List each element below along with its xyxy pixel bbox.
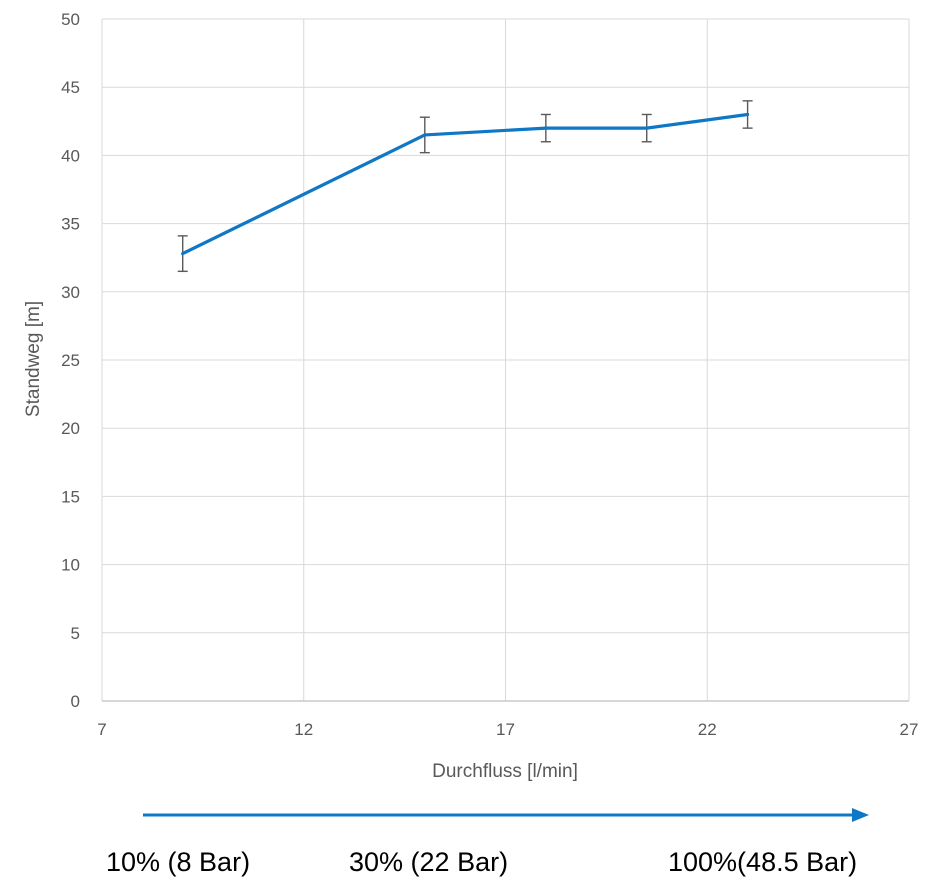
- data-point: [181, 252, 185, 256]
- series: [177, 100, 753, 273]
- progress-arrow: [143, 808, 869, 822]
- y-tick-label: 5: [71, 624, 80, 643]
- y-tick-label: 0: [71, 692, 80, 711]
- data-point: [746, 112, 750, 117]
- x-tick-label: 27: [900, 720, 919, 739]
- x-axis-title: Durchfluss [l/min]: [432, 761, 578, 782]
- y-tick-label: 30: [61, 283, 80, 302]
- pressure-note-3: 100%(48.5 Bar): [668, 847, 858, 877]
- series-line: [181, 112, 748, 256]
- data-point: [423, 133, 427, 137]
- y-tick-label: 40: [61, 146, 80, 165]
- y-tick-label: 15: [61, 487, 80, 506]
- arrow-head: [852, 808, 869, 822]
- y-tick-label: 25: [61, 351, 80, 370]
- data-point: [645, 126, 649, 130]
- y-tick-label: 50: [61, 10, 80, 29]
- x-tick-label: 7: [97, 720, 106, 739]
- y-axis-title: Standweg [m]: [23, 301, 44, 417]
- x-tick-label: 22: [698, 720, 717, 739]
- y-tick-label: 10: [61, 556, 80, 575]
- tick-labels: 0 5 10 15 20 25 30 35 40 45 50 7 12 17 22 27: [61, 10, 918, 739]
- data-point: [544, 126, 548, 130]
- pressure-note-2: 30% (22 Bar): [349, 847, 509, 877]
- grid: [101, 18, 910, 702]
- x-tick-label: 17: [496, 720, 515, 739]
- y-tick-label: 20: [61, 419, 80, 438]
- y-tick-label: 45: [61, 78, 80, 97]
- y-tick-label: 35: [61, 215, 80, 234]
- pressure-note-1: 10% (8 Bar): [106, 847, 251, 877]
- x-tick-label: 12: [294, 720, 313, 739]
